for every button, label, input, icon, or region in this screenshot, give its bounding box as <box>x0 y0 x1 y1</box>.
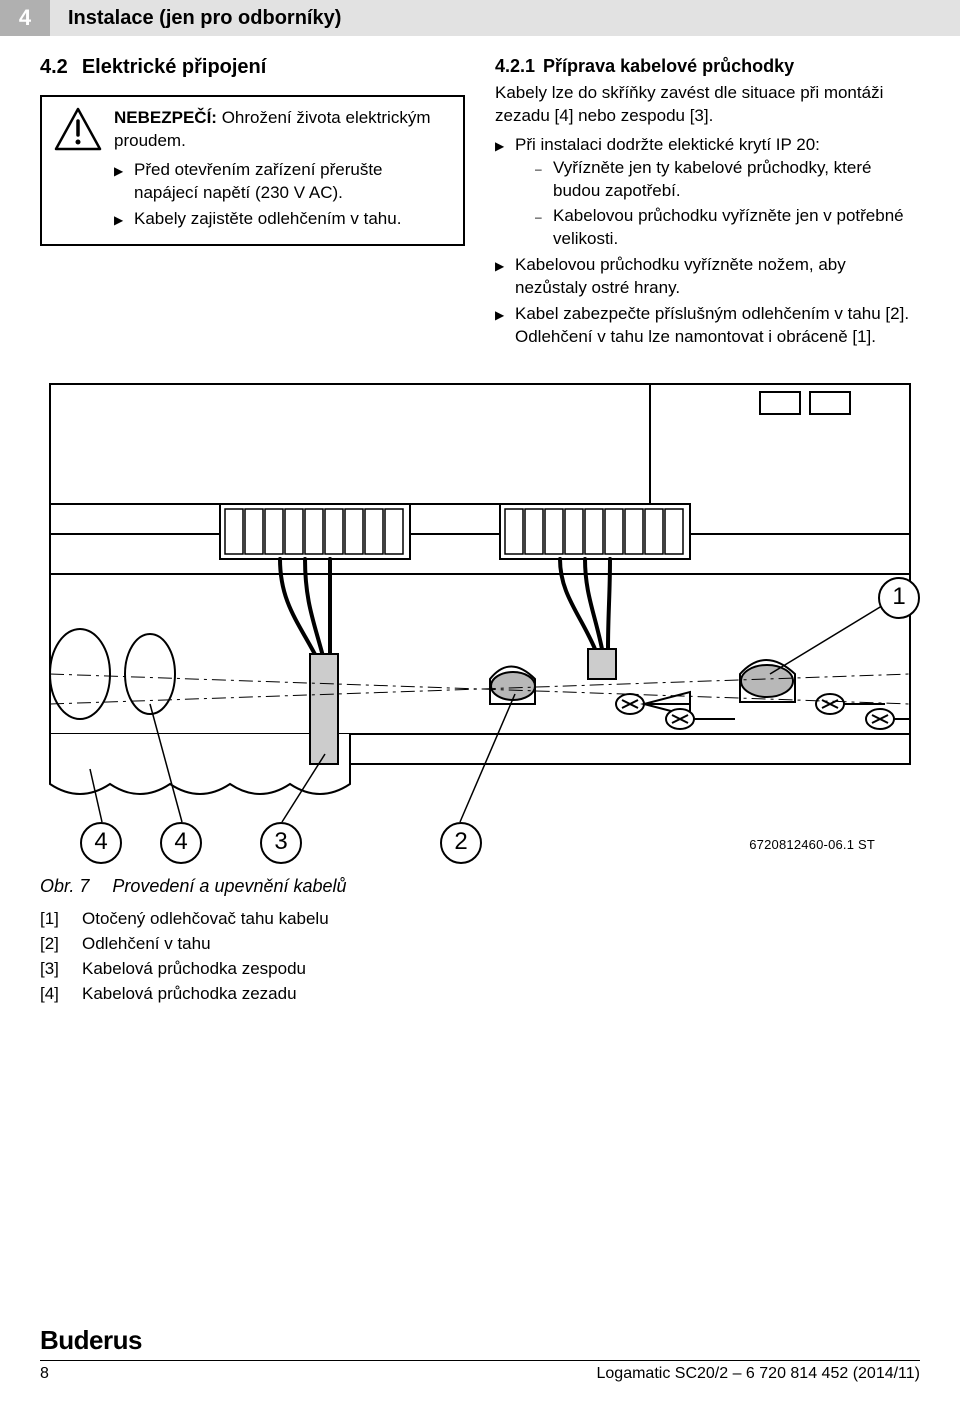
instruction-bullet: Kabel zabezpečte příslušným odlehčením v… <box>495 303 920 349</box>
right-column: 4.2.1 Příprava kabelové průchodky Kabely … <box>495 54 920 352</box>
legend-key: [4] <box>40 983 82 1006</box>
technical-drawing <box>40 374 920 864</box>
section-title: Elektrické připojení <box>82 56 267 78</box>
warning-bullet: Před otevřením zařízení přerušte napájec… <box>114 159 451 205</box>
warning-box: NEBEZPEČÍ: Ohrožení života elektrickým p… <box>40 95 465 246</box>
figure-number: Obr. 7 <box>40 876 89 896</box>
legend-value: Otočený odlehčovač tahu kabelu <box>82 908 329 931</box>
figure-caption: Obr. 7 Provedení a upevnění kabelů <box>40 874 920 898</box>
callout-4a: 4 <box>160 822 202 864</box>
intro-paragraph: Kabely lze do skříňky zavést dle situace… <box>495 82 920 128</box>
callout-1: 1 <box>878 577 920 619</box>
sub-instruction: Vyřízněte jen ty kabelové průchodky, kte… <box>535 157 920 203</box>
legend-value: Odlehčení v tahu <box>82 933 211 956</box>
legend-key: [2] <box>40 933 82 956</box>
warning-label: NEBEZPEČÍ: <box>114 108 217 127</box>
subsection-heading: 4.2.1 Příprava kabelové průchodky <box>495 54 920 78</box>
legend-item: [4]Kabelová průchodka zezadu <box>40 983 920 1006</box>
legend-key: [3] <box>40 958 82 981</box>
callout-3: 3 <box>260 822 302 864</box>
subsection-title: Příprava kabelové průchodky <box>543 56 794 76</box>
page-number: 8 <box>40 1363 49 1385</box>
figure-legend: [1]Otočený odlehčovač tahu kabelu [2]Odl… <box>40 908 920 1006</box>
warning-triangle-icon <box>54 107 102 151</box>
brand-logo: Buderus <box>40 1323 920 1358</box>
callout-4b: 4 <box>80 822 122 864</box>
bullet-text: Při instalaci dodržte elektické krytí IP… <box>515 135 820 154</box>
legend-key: [1] <box>40 908 82 931</box>
section-number: 4.2 <box>40 56 68 78</box>
instruction-bullet: Kabelovou průchodku vyřízněte nožem, aby… <box>495 254 920 300</box>
warning-bullet: Kabely zajistěte odlehčením v tahu. <box>114 208 451 231</box>
callout-2: 2 <box>440 822 482 864</box>
legend-value: Kabelová průchodka zespodu <box>82 958 306 981</box>
left-column: 4.2 Elektrické připojení NEBEZPEČÍ: Ohrož… <box>40 54 465 352</box>
legend-value: Kabelová průchodka zezadu <box>82 983 297 1006</box>
figure-caption-text: Provedení a upevnění kabelů <box>112 876 346 896</box>
page-footer: Buderus 8 Logamatic SC20/2 – 6 720 814 4… <box>40 1323 920 1385</box>
subsection-number: 4.2.1 <box>495 56 535 76</box>
sub-instruction: Kabelovou průchodku vyřízněte jen v potř… <box>535 205 920 251</box>
figure-7: 1 2 3 4 4 6720812460-06.1 ST <box>40 374 920 864</box>
chapter-title: Instalace (jen pro odborníky) <box>50 0 960 36</box>
legend-item: [2]Odlehčení v tahu <box>40 933 920 956</box>
chapter-header: 4 Instalace (jen pro odborníky) <box>0 0 960 36</box>
instruction-bullet: Při instalaci dodržte elektické krytí IP… <box>495 134 920 251</box>
document-id: Logamatic SC20/2 – 6 720 814 452 (2014/1… <box>597 1363 921 1385</box>
section-heading: 4.2 Elektrické připojení <box>40 54 465 81</box>
chapter-number: 4 <box>0 0 50 36</box>
figure-id: 6720812460-06.1 ST <box>749 836 875 854</box>
legend-item: [1]Otočený odlehčovač tahu kabelu <box>40 908 920 931</box>
legend-item: [3]Kabelová průchodka zespodu <box>40 958 920 981</box>
